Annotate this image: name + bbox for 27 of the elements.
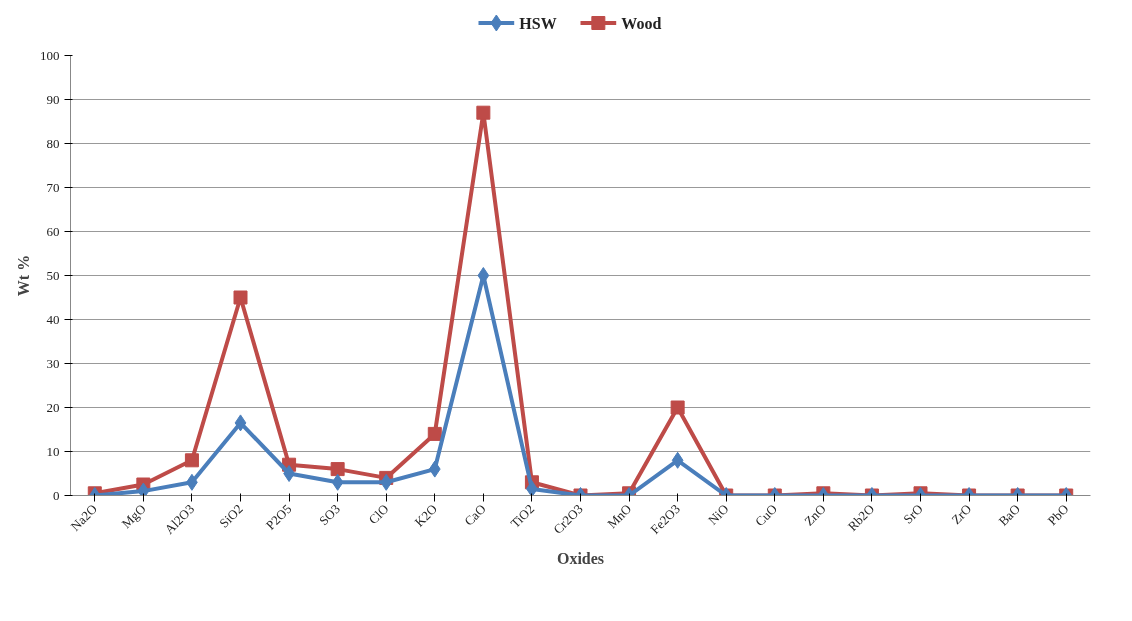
y-tick-label: 30 xyxy=(46,355,60,371)
y-tick-label: 60 xyxy=(46,223,60,239)
x-tick-label: K2O xyxy=(411,501,441,530)
x-tick-label: SrO xyxy=(900,501,926,527)
x-tick-label: CaO xyxy=(461,501,489,529)
x-tick-label: TiO2 xyxy=(507,501,538,531)
y-tick-label: 10 xyxy=(46,443,60,459)
y-axis-title: Wt % xyxy=(15,254,32,297)
x-tick-label: CuO xyxy=(752,501,781,530)
y-tick-label: 80 xyxy=(46,135,60,151)
y-tick-label: 40 xyxy=(46,311,60,327)
y-tick-label: 0 xyxy=(53,487,60,503)
x-tick-label: NiO xyxy=(705,501,732,528)
y-tick-label: 20 xyxy=(46,399,60,415)
x-axis-title: Oxides xyxy=(556,550,605,568)
y-tick-label: 70 xyxy=(46,179,60,195)
x-tick-label: ClO xyxy=(365,501,392,528)
x-tick-label: SO3 xyxy=(315,501,343,529)
y-tick-label: 100 xyxy=(40,47,60,63)
y-tick-label: 50 xyxy=(46,267,60,283)
y-tick-label: 90 xyxy=(46,91,60,107)
x-tick-label: PbO xyxy=(1044,501,1072,529)
legend-label: Wood xyxy=(621,14,662,32)
x-tick-label: ZrO xyxy=(948,501,975,528)
legend-label: HSW xyxy=(519,14,557,32)
x-tick-label: ZnO xyxy=(801,501,829,529)
x-tick-label: BaO xyxy=(995,501,1023,529)
